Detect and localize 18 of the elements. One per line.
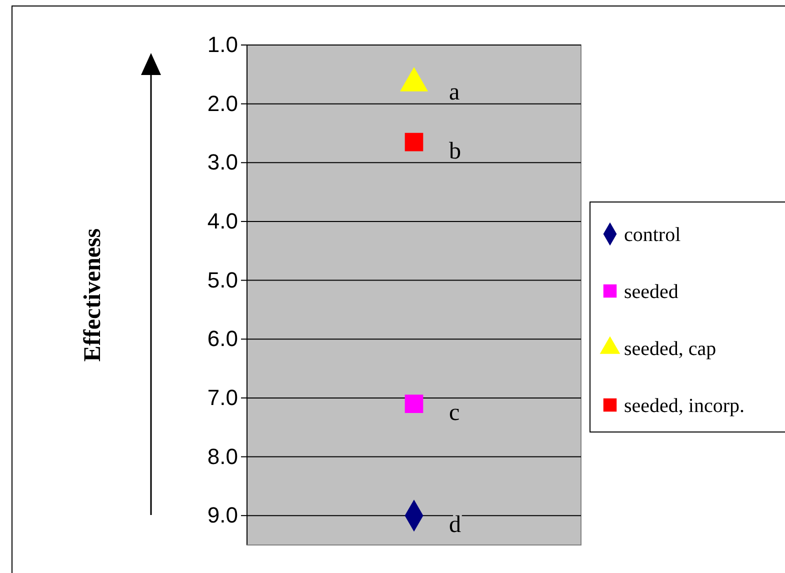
- y-tick-label: 9.0: [207, 502, 238, 528]
- y-tick-label: 8.0: [207, 444, 238, 469]
- legend-label: control: [624, 224, 682, 246]
- y-tick-label: 5.0: [207, 267, 238, 292]
- annotation: d: [449, 512, 461, 538]
- y-tick-label: 2.0: [207, 90, 238, 116]
- y-tick-label: 4.0: [207, 208, 238, 234]
- legend-label: seeded, incorp.: [624, 395, 745, 417]
- legend-label: seeded, cap: [624, 338, 716, 360]
- y-tick-label: 6.0: [207, 326, 238, 352]
- y-tick-label: 7.0: [207, 384, 238, 410]
- y-axis-title: Effectiveness: [80, 228, 106, 362]
- annotation: b: [449, 138, 461, 164]
- y-tick-label: 1.0: [207, 32, 238, 58]
- annotation: a: [449, 80, 460, 106]
- annotation: c: [449, 400, 460, 426]
- legend-label: seeded: [624, 281, 678, 303]
- y-tick-label: 3.0: [207, 150, 238, 175]
